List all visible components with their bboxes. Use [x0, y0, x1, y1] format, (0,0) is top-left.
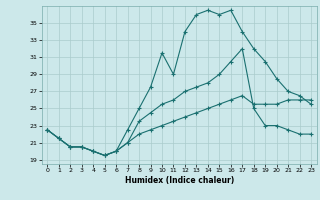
X-axis label: Humidex (Indice chaleur): Humidex (Indice chaleur)	[124, 176, 234, 185]
